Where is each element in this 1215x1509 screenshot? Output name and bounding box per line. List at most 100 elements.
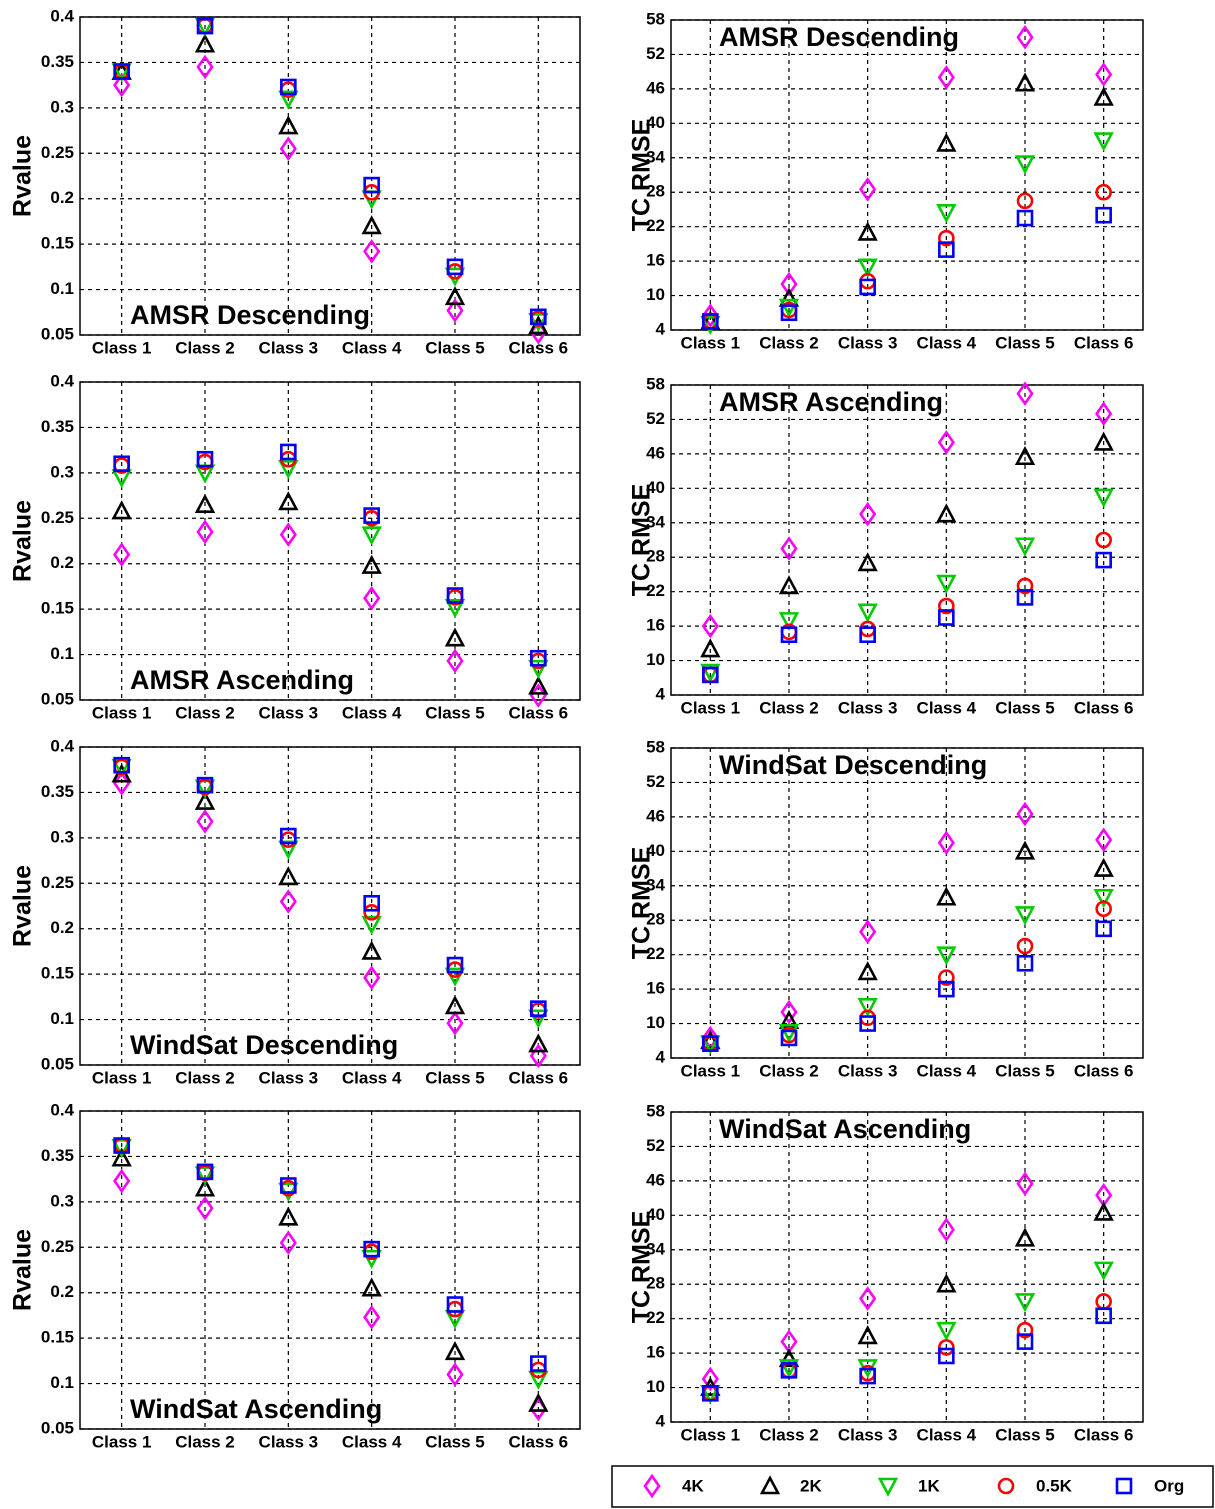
marker — [780, 304, 798, 322]
marker — [857, 603, 878, 623]
marker — [859, 919, 877, 944]
marker — [1016, 589, 1034, 606]
marker — [278, 90, 299, 110]
marker — [196, 17, 214, 35]
marker — [196, 1195, 214, 1221]
marker — [938, 1347, 955, 1365]
x-tick-label: Class 1 — [92, 703, 152, 722]
y-tick-label: 0.1 — [50, 644, 74, 663]
marker — [280, 1177, 297, 1194]
marker — [361, 940, 382, 960]
marker — [363, 904, 380, 921]
x-tick-label: Class 5 — [995, 698, 1055, 717]
plot-area — [670, 19, 1144, 331]
y-tick-label: 0.3 — [50, 1191, 74, 1210]
y-axis-label: Rvalue — [9, 135, 37, 217]
marker — [778, 575, 800, 595]
marker — [446, 587, 464, 604]
marker — [1016, 1321, 1034, 1339]
marker — [446, 956, 464, 974]
marker — [857, 221, 878, 241]
marker — [1016, 24, 1034, 50]
marker — [278, 491, 299, 511]
marker — [778, 1023, 800, 1043]
legend-marker — [877, 1477, 899, 1497]
y-axis-label: Rvalue — [9, 500, 37, 582]
x-tick-label: Class 6 — [509, 703, 569, 722]
marker — [279, 1230, 297, 1256]
marker — [700, 315, 721, 336]
y-tick-label: 0.05 — [41, 324, 74, 343]
x-tick-label: Class 6 — [1074, 698, 1134, 717]
marker — [528, 1009, 549, 1029]
marker — [280, 827, 297, 845]
x-tick-label: Class 4 — [342, 703, 402, 722]
legend-label: 4K — [682, 1476, 704, 1495]
plot-area — [670, 747, 1144, 1059]
x-tick-label: Class 2 — [175, 338, 235, 357]
marker — [778, 1359, 800, 1379]
marker — [1016, 937, 1034, 955]
marker — [937, 65, 955, 90]
y-tick-label: 46 — [646, 1170, 665, 1189]
y-tick-label: 16 — [646, 616, 665, 635]
marker — [778, 298, 800, 318]
y-tick-label: 4 — [656, 319, 666, 338]
marker — [702, 666, 719, 684]
marker — [701, 613, 719, 639]
marker — [1014, 1227, 1036, 1247]
marker — [1016, 1171, 1034, 1197]
marker — [194, 1177, 216, 1197]
marker — [780, 1029, 798, 1047]
plot-area — [670, 384, 1144, 696]
x-tick-label: Class 6 — [509, 1068, 569, 1087]
y-tick-label: 46 — [646, 806, 665, 825]
marker — [528, 675, 549, 695]
marker — [1014, 72, 1036, 92]
y-tick-label: 52 — [646, 1136, 665, 1155]
marker — [936, 1273, 957, 1293]
x-tick-label: Class 2 — [759, 333, 819, 352]
marker — [111, 1139, 132, 1159]
y-tick-label: 34 — [646, 1239, 665, 1258]
x-tick-label: Class 6 — [1074, 1061, 1134, 1080]
marker — [113, 455, 130, 473]
y-tick-label: 0.1 — [50, 1373, 74, 1392]
marker — [859, 1286, 877, 1311]
marker — [196, 809, 214, 834]
marker — [1014, 840, 1036, 860]
y-axis-label: TC RMSE — [628, 847, 656, 960]
marker — [280, 443, 297, 461]
y-tick-label: 22 — [646, 1308, 665, 1327]
marker — [857, 552, 878, 572]
legend-marker — [643, 1473, 661, 1499]
marker — [361, 1277, 382, 1297]
y-tick-label: 10 — [646, 1377, 665, 1396]
y-tick-label: 40 — [646, 478, 665, 497]
marker — [701, 303, 719, 328]
marker — [938, 980, 955, 998]
x-tick-label: Class 4 — [917, 698, 977, 717]
marker — [111, 1147, 132, 1167]
marker — [363, 965, 381, 991]
marker — [363, 176, 380, 194]
marker — [936, 886, 957, 906]
marker — [279, 136, 297, 162]
marker — [780, 626, 798, 644]
marker — [113, 72, 131, 98]
marker — [444, 286, 466, 306]
y-tick-label: 0.1 — [50, 1009, 74, 1028]
x-tick-label: Class 3 — [259, 1432, 319, 1451]
marker — [859, 278, 876, 296]
y-tick-label: 0.15 — [41, 234, 74, 253]
marker — [278, 115, 299, 135]
marker — [529, 1043, 547, 1069]
x-tick-label: Class 5 — [425, 338, 485, 357]
legend-marker — [759, 1475, 781, 1495]
y-axis-label: TC RMSE — [628, 484, 656, 597]
marker — [363, 239, 381, 264]
marker — [530, 1355, 547, 1372]
y-tick-label: 34 — [646, 875, 665, 894]
marker — [278, 1206, 299, 1226]
